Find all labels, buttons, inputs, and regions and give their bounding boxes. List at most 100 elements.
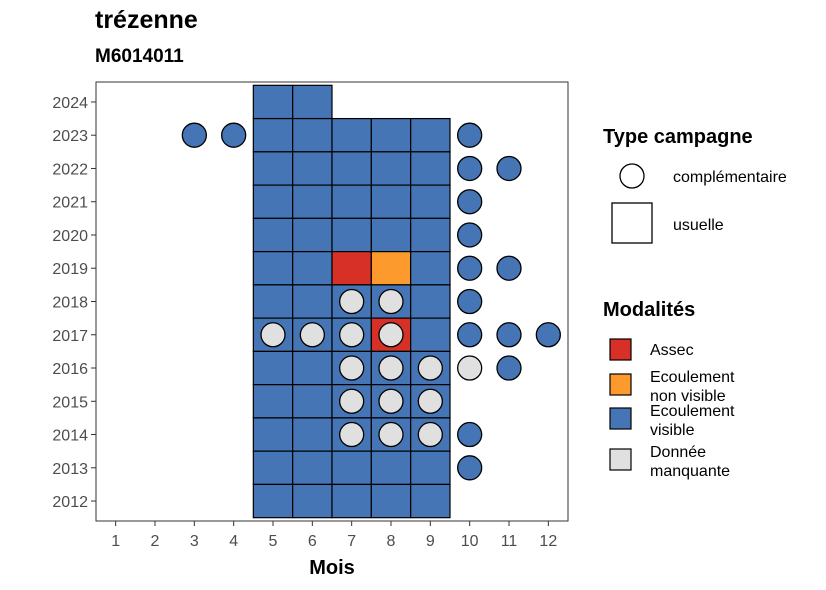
- x-tick-label: 7: [347, 533, 356, 550]
- tile-2022-9: [410, 151, 451, 186]
- x-tick-label: 2: [151, 533, 160, 550]
- legend-label-3-0: Donnée: [650, 444, 706, 461]
- y-tick-label: 2017: [52, 328, 88, 345]
- tile-2019-8: [370, 251, 412, 286]
- tile-2015-5: [252, 384, 294, 419]
- x-tick-label: 5: [269, 533, 278, 550]
- tile-2021-6: [292, 184, 333, 219]
- tile-2023-7: [331, 117, 372, 153]
- tile-2015-6: [292, 384, 333, 419]
- legend-key-2: [609, 407, 632, 430]
- legend-label-complementaire: complémentaire: [673, 169, 787, 186]
- tile-2020-6: [292, 217, 333, 253]
- legend-label-0: Assec: [650, 342, 694, 359]
- point-2014-7: [339, 421, 365, 448]
- tile-2014-6: [292, 417, 333, 452]
- point-2015-8: [378, 388, 404, 414]
- point-2017-7: [339, 322, 365, 348]
- point-2015-9: [417, 388, 443, 414]
- x-tick-label: 11: [501, 533, 518, 550]
- y-tick-label: 2022: [52, 161, 88, 178]
- legend-label-3-1: manquante: [650, 463, 730, 480]
- tile-2016-5: [252, 350, 294, 386]
- tile-2013-6: [292, 450, 333, 486]
- tile-2023-9: [410, 117, 451, 153]
- point-2020-10: [457, 222, 483, 248]
- y-tick-label: 2012: [52, 494, 88, 511]
- chart-title: trézenne: [95, 6, 198, 34]
- point-2022-10: [457, 155, 483, 182]
- legend-key-1: [609, 373, 632, 396]
- x-tick-label: 9: [426, 533, 435, 550]
- legend-label-2-0: Ecoulement: [650, 403, 735, 420]
- tile-2020-8: [370, 217, 412, 253]
- point-2018-7: [339, 288, 365, 315]
- tile-2020-9: [410, 217, 451, 253]
- point-2015-7: [339, 388, 365, 414]
- y-tick-label: 2015: [52, 394, 88, 411]
- tile-2018-5: [252, 284, 294, 319]
- x-tick-label: 6: [308, 533, 317, 550]
- tile-2021-7: [331, 184, 372, 219]
- point-2022-11: [496, 155, 522, 182]
- tile-2012-6: [292, 483, 333, 519]
- point-2023-10: [457, 122, 483, 148]
- x-axis-title: Mois: [309, 557, 355, 579]
- legend-label-1-1: non visible: [650, 388, 726, 405]
- x-tick-label: 3: [190, 533, 199, 550]
- point-2018-10: [457, 288, 483, 315]
- tile-2021-5: [252, 184, 294, 219]
- tile-2018-6: [292, 284, 333, 319]
- tile-2012-7: [331, 483, 372, 519]
- x-tick-label: 12: [539, 533, 557, 550]
- point-2016-8: [378, 355, 404, 381]
- tile-2019-9: [410, 251, 451, 286]
- tile-2013-9: [410, 450, 451, 486]
- legend-label-usuelle: usuelle: [673, 217, 724, 234]
- y-tick-label: 2014: [52, 428, 88, 445]
- y-tick-label: 2013: [52, 461, 88, 478]
- point-2017-12: [535, 322, 561, 348]
- tile-2013-5: [252, 450, 294, 486]
- x-tick-label: 10: [461, 533, 479, 550]
- tile-2022-8: [370, 151, 412, 186]
- point-2017-10: [457, 322, 483, 348]
- point-2019-10: [457, 255, 483, 281]
- point-2017-8: [378, 322, 404, 348]
- tile-2023-6: [292, 117, 333, 153]
- x-tick-label: 1: [111, 533, 120, 550]
- point-2017-5: [260, 322, 286, 348]
- point-2014-10: [457, 421, 483, 448]
- tile-2022-5: [252, 151, 294, 186]
- point-2016-7: [339, 355, 365, 381]
- tile-2022-7: [331, 151, 372, 186]
- point-2013-10: [457, 455, 483, 481]
- point-2023-4: [221, 122, 247, 148]
- point-2014-9: [417, 421, 443, 448]
- tile-2019-6: [292, 251, 333, 286]
- point-2017-6: [299, 322, 325, 348]
- point-2016-11: [496, 355, 522, 381]
- tile-2023-8: [370, 117, 412, 153]
- legend-title-modalites: Modalités: [603, 299, 695, 321]
- point-2014-8: [378, 421, 404, 448]
- chart-subtitle: M6014011: [95, 46, 184, 67]
- tile-2020-5: [252, 217, 294, 253]
- y-tick-label: 2019: [52, 261, 88, 278]
- legend-label-2-1: visible: [650, 422, 695, 439]
- point-2016-9: [417, 355, 443, 381]
- point-2018-8: [378, 288, 404, 315]
- legend-key-0: [609, 338, 632, 361]
- point-2021-10: [457, 189, 483, 215]
- point-2023-3: [181, 122, 207, 148]
- legend-title-type: Type campagne: [603, 126, 753, 148]
- y-tick-label: 2021: [52, 195, 88, 212]
- tile-2018-9: [410, 284, 451, 319]
- legend-square-key: [611, 202, 653, 244]
- legend-circle-key: [619, 163, 645, 189]
- tile-2014-5: [252, 417, 294, 452]
- tile-2012-9: [410, 483, 451, 519]
- tile-2017-9: [410, 317, 451, 352]
- tile-2013-8: [370, 450, 412, 486]
